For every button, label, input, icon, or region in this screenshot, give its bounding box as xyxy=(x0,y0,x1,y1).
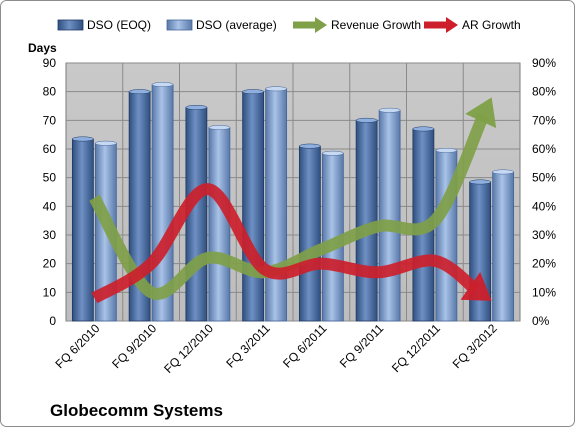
bar-cap xyxy=(412,126,435,132)
y2-tick-label: 90% xyxy=(532,56,556,70)
bar-cap xyxy=(435,147,458,153)
y2-tick-label: 30% xyxy=(532,228,556,242)
y2-tick-label: 70% xyxy=(532,113,556,127)
chart-title: Globecomm Systems xyxy=(50,401,223,420)
bar-cap xyxy=(72,136,94,142)
arrowhead-revenue-growth xyxy=(465,97,497,129)
bar-cap xyxy=(469,179,491,185)
bar-cap xyxy=(265,86,287,92)
y2-tick-label: 0% xyxy=(532,314,550,328)
y2-tick-label: 40% xyxy=(532,199,556,213)
y-tick-label: 40 xyxy=(43,199,57,213)
y-tick-label: 90 xyxy=(43,56,57,70)
legend-label-ar-growth: AR Growth xyxy=(462,18,521,32)
bar-cap xyxy=(128,89,151,95)
bar-dso-eoq xyxy=(242,91,265,322)
legend-arrow-revenue-growth xyxy=(315,17,327,33)
bar-cap xyxy=(355,117,378,123)
bar-dso-eoq xyxy=(71,138,94,322)
y-tick-label: 70 xyxy=(43,113,57,127)
bar-cap xyxy=(322,150,344,156)
y-tick-label: 10 xyxy=(43,285,57,299)
line-revenue-growth xyxy=(89,112,489,300)
bar-dso-average xyxy=(265,88,288,322)
y-tick-label: 30 xyxy=(43,228,57,242)
legend-label-revenue-growth: Revenue Growth xyxy=(331,18,421,32)
y-tick-label: 50 xyxy=(43,171,57,185)
y2-tick-label: 10% xyxy=(532,285,556,299)
y-tick-label: 20 xyxy=(43,257,57,271)
legend-arrow-ar-growth xyxy=(446,17,458,33)
bar-cap xyxy=(208,125,231,130)
line-ar-growth xyxy=(91,183,480,304)
y-tick-label: 80 xyxy=(43,85,57,99)
y-axis-label: Days xyxy=(28,41,57,55)
bar-dso-average xyxy=(492,171,515,322)
bar-dso-eoq xyxy=(355,119,378,322)
y-tick-label: 60 xyxy=(43,142,57,156)
y2-tick-label: 20% xyxy=(532,257,556,271)
legend-swatch-dso-average- xyxy=(166,19,193,31)
bar-cap xyxy=(378,107,401,113)
bar-cap xyxy=(492,169,514,175)
legend-label-dso-eoq-: DSO (EOQ) xyxy=(87,18,151,32)
legend-label-dso-average-: DSO (average) xyxy=(196,18,277,32)
bar-cap xyxy=(242,89,264,95)
bar-dso-eoq xyxy=(298,145,321,322)
bar-cap xyxy=(151,82,174,87)
arrowhead-ar-growth xyxy=(460,272,492,301)
y2-tick-label: 50% xyxy=(532,171,556,185)
y2-tick-label: 60% xyxy=(532,142,556,156)
bar-cap xyxy=(299,143,321,149)
bar-cap xyxy=(185,104,208,110)
y2-tick-label: 80% xyxy=(532,85,556,99)
bar-cap xyxy=(95,140,117,146)
bar-dso-average xyxy=(378,109,401,322)
legend-swatch-dso-eoq- xyxy=(57,19,84,31)
bar-dso-average xyxy=(208,127,231,322)
y-tick-label: 0 xyxy=(49,314,56,328)
